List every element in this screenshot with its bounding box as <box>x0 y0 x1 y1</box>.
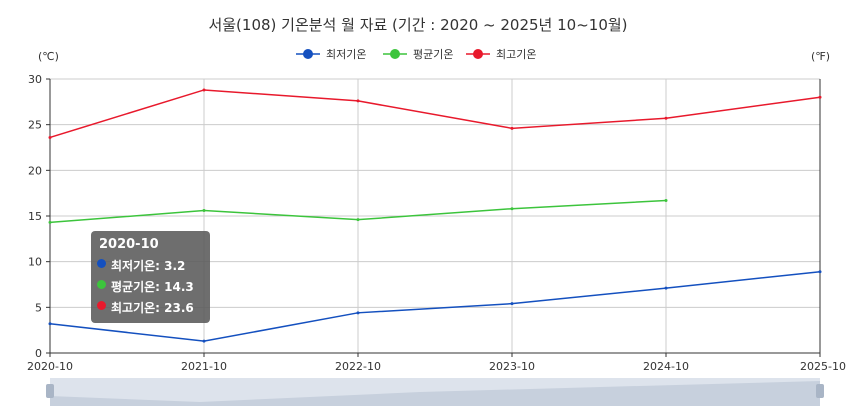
tooltip-row-max-label: 최고기온: 23.6 <box>111 301 194 315</box>
legend-item[interactable]: 평균기온 <box>383 48 453 61</box>
data-point[interactable] <box>818 95 822 99</box>
series-lines[interactable] <box>48 88 822 343</box>
y-tick-label: 0 <box>35 347 42 360</box>
chart-title: 서울(108) 기온분석 월 자료 (기간 : 2020 ~ 2025년 10~… <box>208 16 627 34</box>
data-point[interactable] <box>510 302 514 306</box>
min-series-dot-icon <box>97 259 106 268</box>
zoom-slider[interactable] <box>46 378 824 406</box>
data-point[interactable] <box>510 207 514 211</box>
legend-marker-icon <box>390 49 400 59</box>
y-tick-label: 30 <box>28 73 42 86</box>
data-point[interactable] <box>48 135 52 139</box>
tooltip: 2020-10 최저기온: 3.2 평균기온: 14.3 최고기온: 23.6 <box>91 231 210 323</box>
y-tick-label: 15 <box>28 210 42 223</box>
tooltip-row-avg-label: 평균기온: 14.3 <box>111 280 194 294</box>
data-point[interactable] <box>356 311 360 315</box>
data-point[interactable] <box>48 220 52 224</box>
legend-item[interactable]: 최고기온 <box>466 48 536 61</box>
right-unit-label: (℉) <box>811 50 830 63</box>
slider-preview-area <box>50 381 820 406</box>
axes <box>46 78 821 357</box>
legend-item[interactable]: 최저기온 <box>296 48 366 61</box>
left-unit-label: (℃) <box>38 50 59 63</box>
tooltip-row-avg: 평균기온: 14.3 <box>97 277 202 298</box>
y-tick-label: 10 <box>28 256 42 269</box>
max-series-dot-icon <box>97 301 106 310</box>
legend-marker-icon <box>303 49 313 59</box>
y-tick-labels: 0 5 10 15 20 25 30 <box>28 73 42 360</box>
tooltip-row-min-label: 최저기온: 3.2 <box>111 259 186 273</box>
data-point[interactable] <box>664 198 668 202</box>
slider-left-handle[interactable] <box>46 384 54 398</box>
legend-marker-icon <box>473 49 483 59</box>
legend-label: 평균기온 <box>413 48 453 61</box>
x-tick-labels: 2020-10 2021-10 2022-10 2023-10 2024-10 2025-… <box>27 360 846 373</box>
x-tick-label: 2025-10 <box>800 360 846 373</box>
legend-label: 최저기온 <box>326 48 366 61</box>
data-point[interactable] <box>202 209 206 213</box>
data-point[interactable] <box>48 322 52 326</box>
y-tick-label: 25 <box>28 119 42 132</box>
data-point[interactable] <box>356 99 360 103</box>
legend[interactable]: 최저기온 평균기온 최고기온 <box>296 48 536 61</box>
y-tick-label: 20 <box>28 164 42 177</box>
series-line-최저기온[interactable] <box>49 270 821 342</box>
tooltip-title: 2020-10 <box>99 237 159 252</box>
x-tick-label: 2021-10 <box>181 360 227 373</box>
slider-right-handle[interactable] <box>816 384 824 398</box>
y-tick-label: 5 <box>35 301 42 314</box>
avg-series-dot-icon <box>97 280 106 289</box>
data-point[interactable] <box>356 218 360 222</box>
data-point[interactable] <box>510 126 514 130</box>
legend-label: 최고기온 <box>496 48 536 61</box>
x-tick-label: 2023-10 <box>489 360 535 373</box>
data-point[interactable] <box>664 286 668 290</box>
data-point[interactable] <box>202 339 206 343</box>
data-point[interactable] <box>818 270 822 274</box>
x-tick-label: 2024-10 <box>643 360 689 373</box>
data-point[interactable] <box>202 88 206 92</box>
tooltip-row-min: 최저기온: 3.2 <box>97 256 202 277</box>
series-line-최고기온[interactable] <box>49 89 821 139</box>
tooltip-row-max: 최고기온: 23.6 <box>97 298 202 319</box>
x-tick-label: 2022-10 <box>335 360 381 373</box>
x-tick-label: 2020-10 <box>27 360 73 373</box>
data-point[interactable] <box>664 116 668 120</box>
